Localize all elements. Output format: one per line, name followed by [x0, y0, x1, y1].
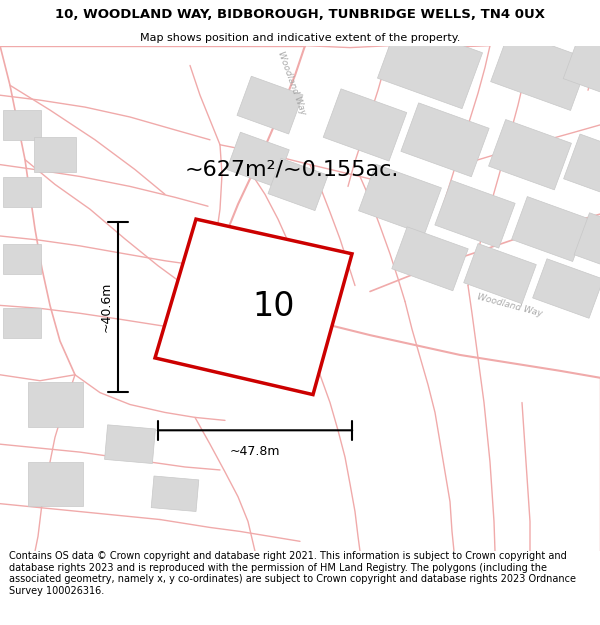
Text: ~47.8m: ~47.8m: [230, 445, 280, 458]
Polygon shape: [377, 22, 482, 109]
Polygon shape: [34, 138, 76, 172]
Polygon shape: [268, 158, 328, 211]
Text: 10: 10: [253, 290, 295, 323]
Polygon shape: [155, 219, 352, 394]
Polygon shape: [392, 227, 468, 291]
Polygon shape: [28, 461, 83, 506]
Text: 10, WOODLAND WAY, BIDBOROUGH, TUNBRIDGE WELLS, TN4 0UX: 10, WOODLAND WAY, BIDBOROUGH, TUNBRIDGE …: [55, 8, 545, 21]
Polygon shape: [491, 31, 589, 111]
Polygon shape: [512, 197, 589, 261]
Polygon shape: [28, 382, 83, 427]
Text: Map shows position and indicative extent of the property.: Map shows position and indicative extent…: [140, 33, 460, 43]
Polygon shape: [464, 244, 536, 304]
Polygon shape: [104, 425, 155, 464]
Polygon shape: [359, 164, 442, 234]
Polygon shape: [3, 110, 41, 140]
Polygon shape: [3, 177, 41, 208]
Text: Woodland Way: Woodland Way: [276, 50, 308, 116]
Text: ~627m²/~0.155ac.: ~627m²/~0.155ac.: [185, 159, 400, 179]
Polygon shape: [227, 132, 289, 187]
Polygon shape: [488, 119, 571, 190]
Polygon shape: [237, 76, 303, 134]
Polygon shape: [533, 259, 600, 318]
Polygon shape: [323, 89, 407, 161]
Polygon shape: [563, 134, 600, 199]
Polygon shape: [3, 244, 41, 274]
Polygon shape: [574, 213, 600, 275]
Polygon shape: [435, 180, 515, 248]
Text: Contains OS data © Crown copyright and database right 2021. This information is : Contains OS data © Crown copyright and d…: [9, 551, 576, 596]
Polygon shape: [3, 308, 41, 338]
Polygon shape: [563, 32, 600, 99]
Polygon shape: [401, 103, 489, 177]
Polygon shape: [151, 476, 199, 511]
Text: Woodland Way: Woodland Way: [476, 292, 544, 318]
Text: ~40.6m: ~40.6m: [100, 282, 113, 332]
